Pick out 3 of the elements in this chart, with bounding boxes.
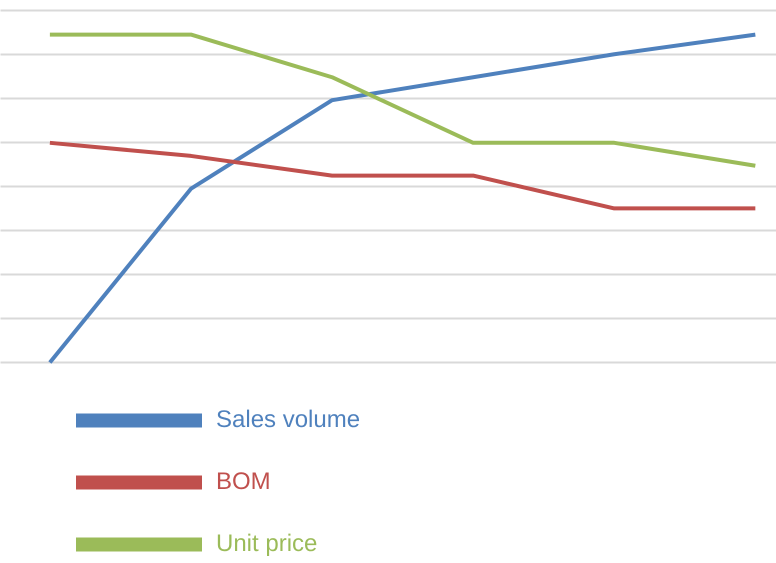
text: Sales volume	[216, 406, 360, 434]
text: BOM	[216, 468, 271, 496]
text: Unit price	[216, 530, 318, 558]
